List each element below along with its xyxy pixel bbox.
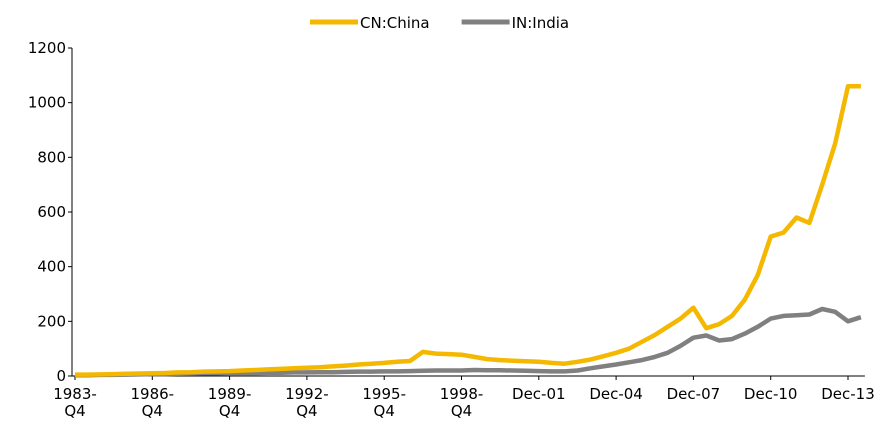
y-tick-label: 1000	[28, 94, 66, 112]
y-tick-label: 1200	[28, 39, 66, 57]
x-tick-label: 1989-Q4	[208, 385, 252, 420]
x-tick-label: Dec-04	[589, 385, 643, 403]
x-tick-label: 1995-Q4	[362, 385, 406, 420]
x-tick-label: Dec-07	[667, 385, 721, 403]
x-tick-label: Dec-01	[512, 385, 566, 403]
legend-label: IN:India	[512, 14, 570, 32]
x-tick-label: Dec-10	[744, 385, 798, 403]
y-tick-label: 800	[37, 148, 66, 166]
series-line	[75, 306, 862, 378]
legend-label: CN:China	[360, 14, 430, 32]
x-tick-label: Dec-13	[821, 385, 875, 403]
y-tick-label: 0	[56, 367, 66, 385]
x-tick-label: 1983-Q4	[53, 385, 97, 420]
series-line	[75, 84, 861, 377]
y-tick-label: 600	[37, 203, 66, 221]
y-tick-label: 400	[37, 258, 66, 276]
x-tick-label: 1992-Q4	[285, 385, 329, 420]
y-tick-label: 200	[37, 312, 66, 330]
x-tick-label: 1998-Q4	[440, 385, 484, 420]
x-tick-label: 1986-Q4	[131, 385, 175, 420]
